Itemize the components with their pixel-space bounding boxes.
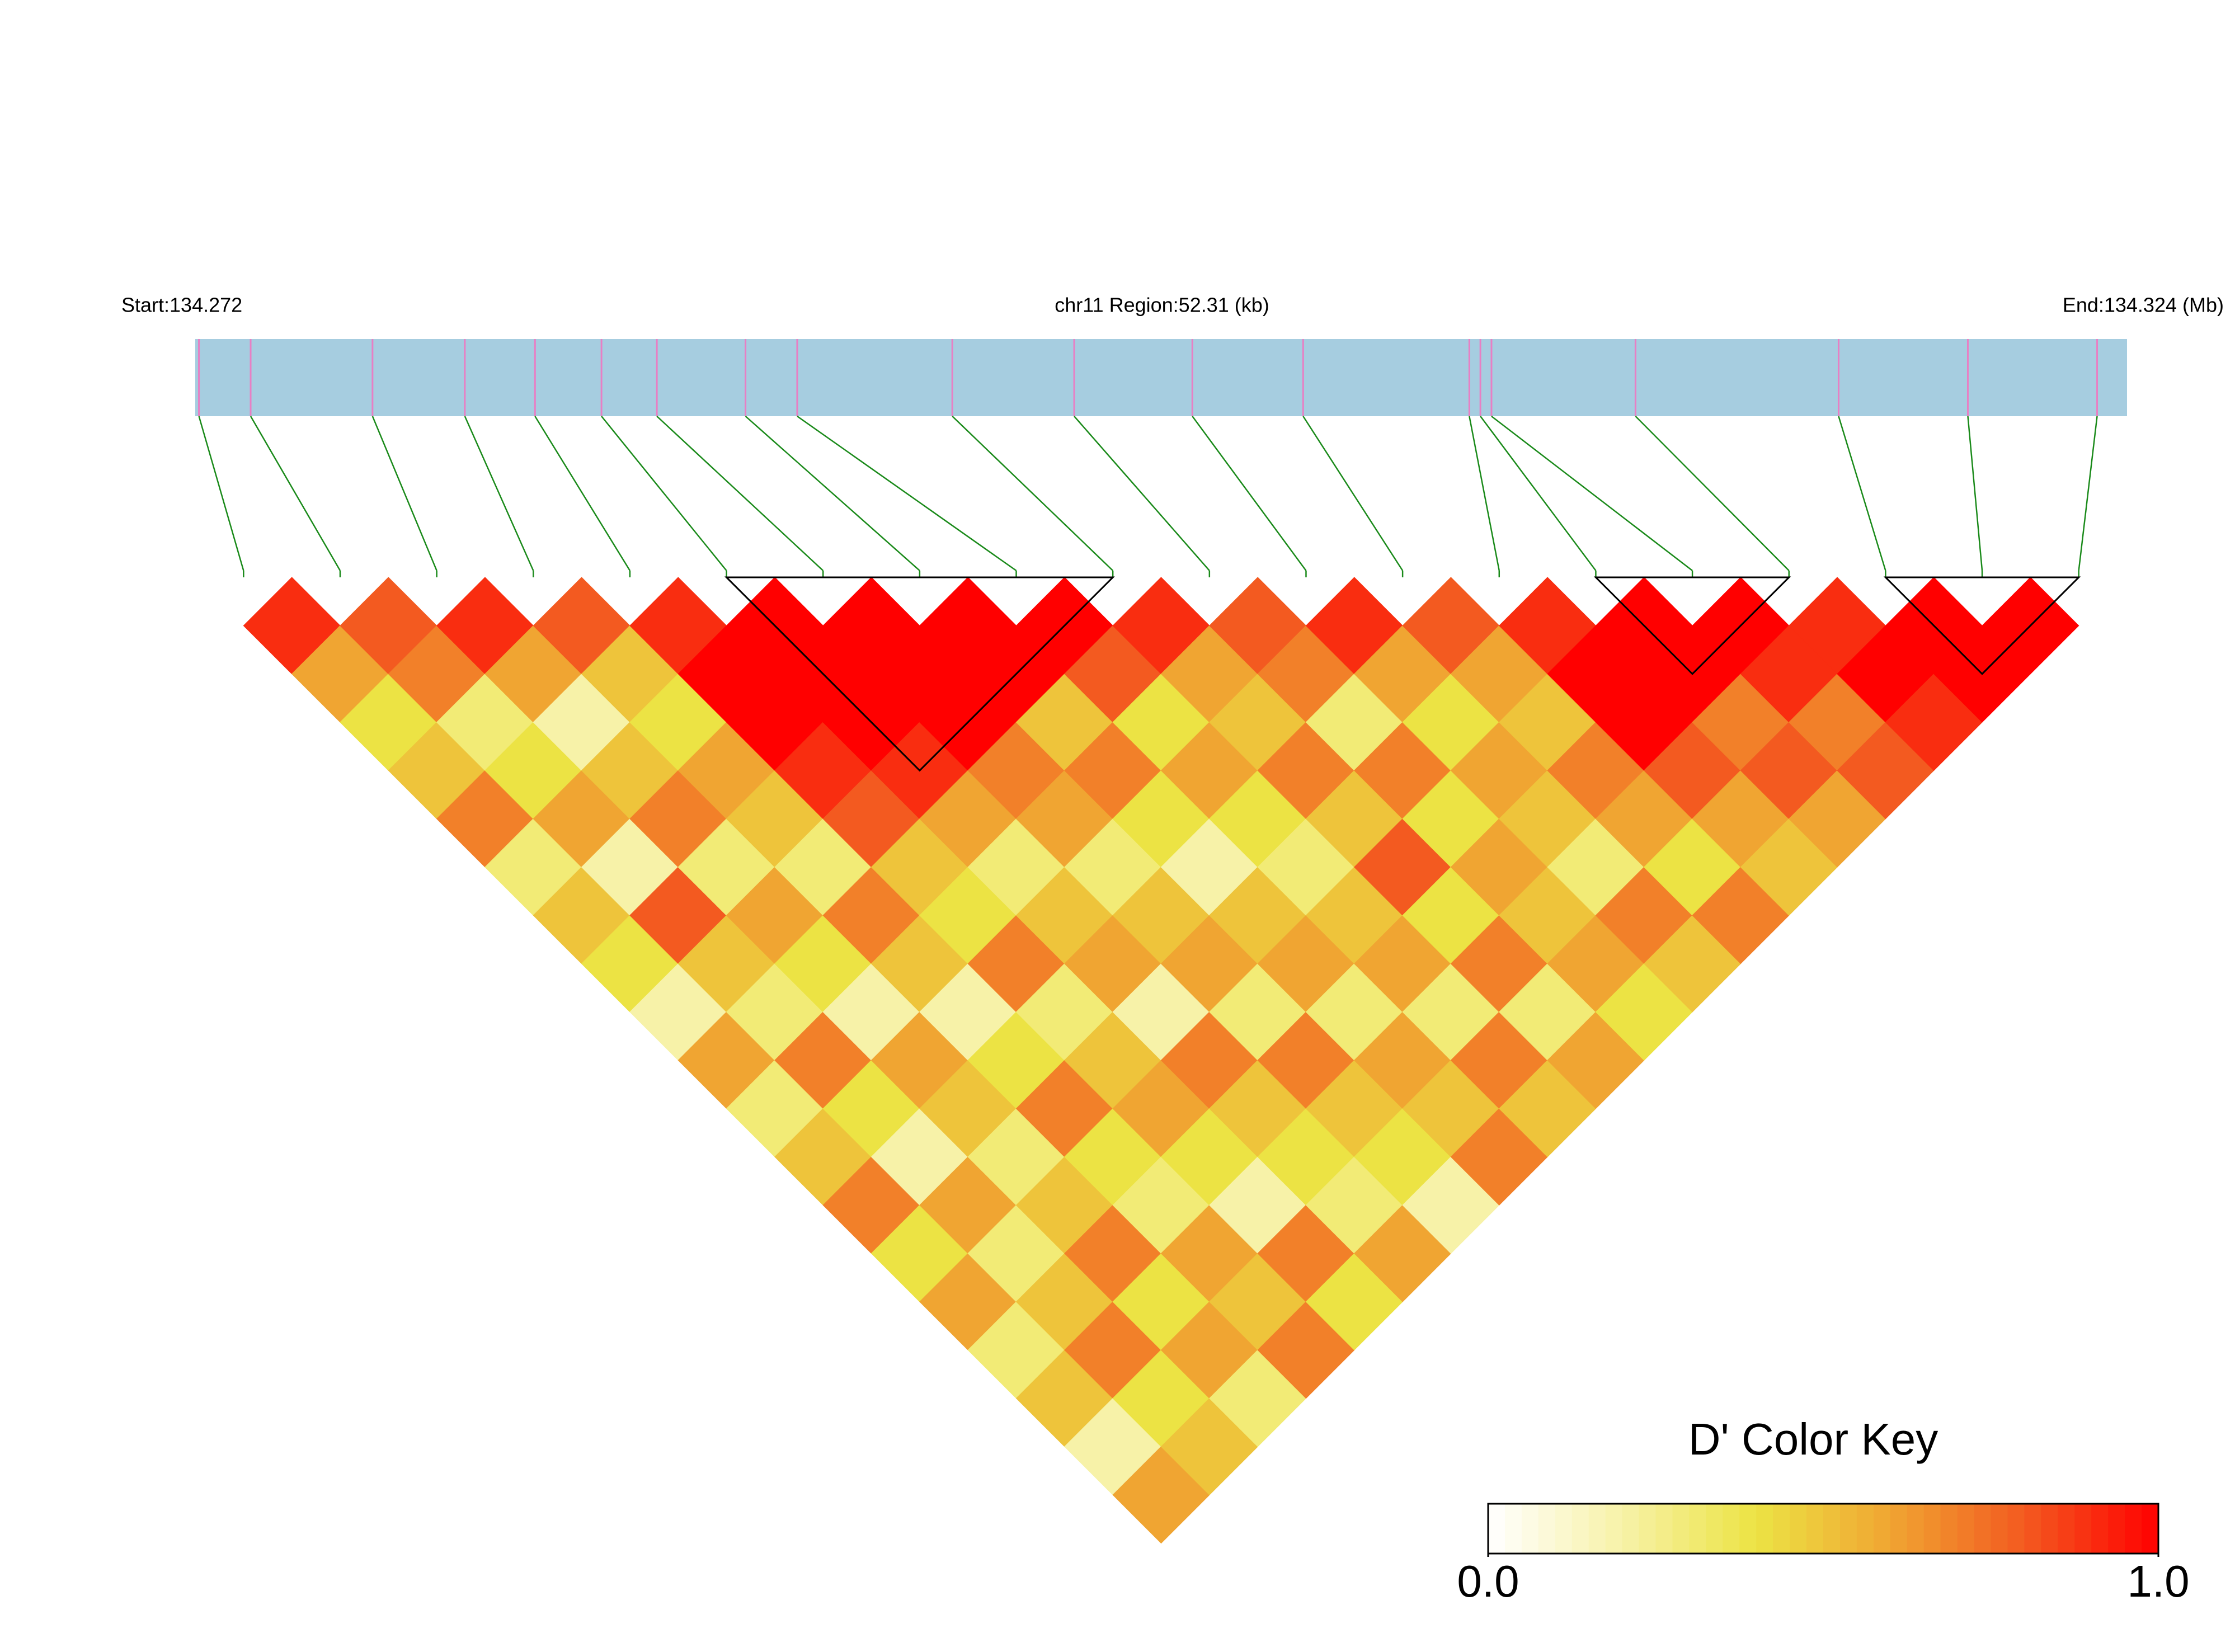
snp-connector	[250, 416, 341, 571]
color-key-frame	[1487, 1503, 2159, 1555]
snp-connector	[371, 416, 437, 571]
color-key-segment	[1672, 1504, 1690, 1554]
snp-connector	[1491, 416, 1693, 571]
color-key-segment	[1974, 1504, 1992, 1554]
snp-connector	[2078, 416, 2098, 571]
color-key-segment	[1756, 1504, 1774, 1554]
color-key-segment	[2142, 1504, 2159, 1554]
color-key-segment	[1622, 1504, 1640, 1554]
color-key-segment	[1991, 1504, 2008, 1554]
end-label: End:134.324 (Mb)	[2063, 294, 2224, 317]
color-key-label: 1.0	[2127, 1556, 2189, 1606]
snp-connector	[952, 416, 1114, 571]
ld-block	[1883, 576, 2081, 675]
snp-connector	[1469, 416, 1500, 571]
region-label: chr11 Region:52.31 (kb)	[1055, 294, 1269, 317]
color-key-segment	[1806, 1504, 1824, 1554]
snp-connector	[656, 416, 824, 571]
color-key-segment	[1639, 1504, 1657, 1554]
color-key-segment	[2108, 1504, 2126, 1554]
color-key-segment	[1923, 1504, 1941, 1554]
snp-connector	[1192, 416, 1307, 571]
color-key-segment	[2024, 1504, 2042, 1554]
color-key-segment	[1521, 1504, 1539, 1554]
color-key-segment	[1655, 1504, 1673, 1554]
color-key-segment	[1873, 1504, 1891, 1554]
color-key-segment	[1856, 1504, 1874, 1554]
snp-connector	[601, 416, 727, 571]
color-key-segment	[1823, 1504, 1841, 1554]
color-key-segment	[1723, 1504, 1740, 1554]
color-key-segment	[2125, 1504, 2143, 1554]
color-key-segment	[1555, 1504, 1573, 1554]
snp-connector	[534, 416, 630, 571]
color-key-segment	[1538, 1504, 1556, 1554]
gene-bar	[195, 339, 2127, 416]
color-key-segment	[1605, 1504, 1623, 1554]
snp-connector	[745, 416, 920, 571]
snp-connector	[464, 416, 534, 571]
legend-title: D' Color Key	[1688, 1414, 1938, 1464]
color-key-segment	[2041, 1504, 2059, 1554]
color-key-segment	[2058, 1504, 2076, 1554]
snp-connector	[1302, 416, 1404, 571]
color-key-segment	[1504, 1504, 1522, 1554]
color-key-segment	[1839, 1504, 1857, 1554]
snp-connector	[198, 416, 244, 571]
snp-connector	[1967, 416, 1983, 571]
color-key-segment	[1907, 1504, 1925, 1554]
color-key-segment	[1739, 1504, 1757, 1554]
start-label: Start:134.272	[121, 294, 242, 317]
color-key-segment	[1957, 1504, 1975, 1554]
color-key-segment	[1890, 1504, 1908, 1554]
color-key-label: 0.0	[1457, 1556, 1519, 1606]
color-key-segment	[2091, 1504, 2109, 1554]
color-key-segment	[1706, 1504, 1724, 1554]
snp-connector	[1635, 416, 1790, 571]
color-key-segment	[1588, 1504, 1606, 1554]
color-key-segment	[1571, 1504, 1589, 1554]
color-key-segment	[1773, 1504, 1791, 1554]
snp-connector	[1480, 416, 1597, 571]
color-key-segment	[1940, 1504, 1958, 1554]
color-key-segment	[1488, 1504, 1505, 1554]
ld-block	[724, 576, 1115, 772]
color-key-segment	[1689, 1504, 1707, 1554]
snp-connector	[1838, 416, 1886, 571]
color-key-segment	[2074, 1504, 2092, 1554]
ld-block	[1593, 576, 1791, 675]
color-key-segment	[2007, 1504, 2025, 1554]
snp-connector	[1074, 416, 1210, 571]
snp-connector	[797, 415, 1017, 572]
color-key-segment	[1790, 1504, 1808, 1554]
